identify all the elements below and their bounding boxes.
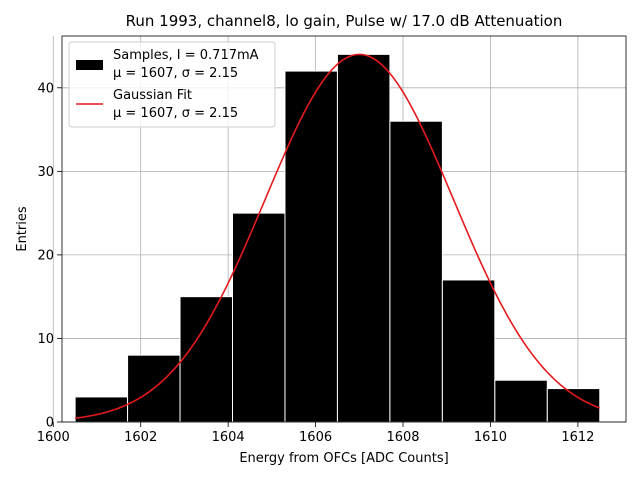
histogram-bar [389, 120, 443, 423]
histogram-bar [284, 70, 338, 423]
x-tick-label: 1608 [386, 430, 419, 445]
x-tick-label: 1606 [299, 430, 332, 445]
histogram-bar [546, 388, 601, 423]
gaussian-fit-line [75, 53, 601, 419]
legend-fit-label: Gaussian Fit [113, 88, 192, 103]
y-axis-ticks: 0 10 20 30 40 [37, 81, 62, 431]
y-tick-label: 10 [37, 332, 54, 347]
x-tick-label: 1610 [474, 430, 507, 445]
histogram-bar [179, 296, 234, 423]
chart-title: Run 1993, channel8, lo gain, Pulse w/ 17… [126, 12, 563, 30]
histogram-bar [336, 53, 391, 423]
x-tick-label: 1612 [561, 430, 594, 445]
legend-fit-stats: μ = 1607, σ = 2.15 [113, 106, 238, 121]
legend-samples-stats: μ = 1607, σ = 2.15 [113, 66, 238, 81]
histogram-bar [441, 279, 496, 423]
x-tick-label: 1602 [124, 430, 157, 445]
x-axis-label: Energy from OFCs [ADC Counts] [239, 451, 448, 466]
histogram-bars [74, 53, 601, 423]
y-tick-label: 20 [37, 248, 54, 263]
histogram-bar [494, 379, 548, 423]
plot-frame [61, 35, 627, 423]
legend-samples-label: Samples, I = 0.717mA [113, 48, 259, 63]
legend-box [68, 41, 276, 128]
y-tick-label: 40 [37, 81, 54, 96]
legend: Samples, I = 0.717mA μ = 1607, σ = 2.15 … [68, 41, 276, 128]
y-tick-label: 0 [46, 416, 54, 431]
x-axis-ticks: 1600 1602 1604 1606 1608 1610 1612 [37, 422, 594, 445]
y-tick-label: 30 [37, 165, 54, 180]
legend-samples-patch [76, 60, 103, 70]
x-tick-label: 1600 [37, 430, 70, 445]
y-axis-label: Entries [15, 206, 30, 252]
x-tick-label: 1604 [212, 430, 245, 445]
histogram-bar [74, 396, 129, 423]
histogram-bar [232, 212, 286, 423]
